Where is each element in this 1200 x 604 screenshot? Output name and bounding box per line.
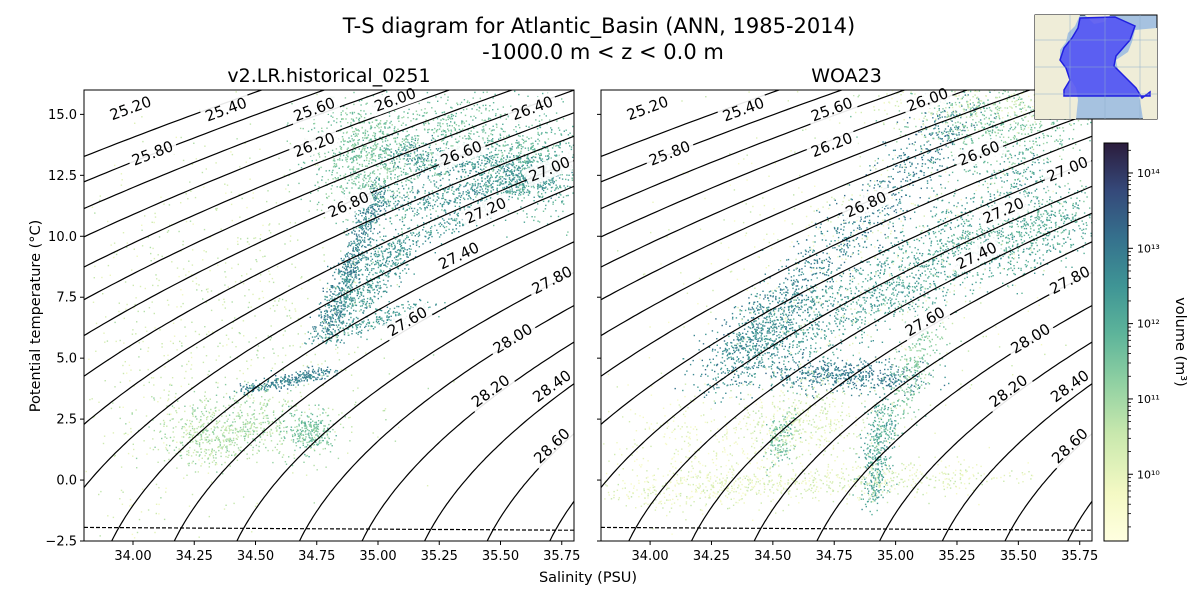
contour-label: 26.20 [291,129,338,161]
x-tick-label: 34.50 [754,549,791,564]
x-tick-label: 35.75 [543,549,580,564]
contour-label: 25.60 [291,94,338,126]
y-tick-label: 2.5 [56,413,77,428]
contour-label: 27.80 [529,262,575,298]
contour-label: 26.00 [904,84,951,115]
y-tick-label: 0.0 [56,474,77,489]
x-tick-label: 34.00 [631,549,668,564]
x-tick-label: 35.00 [877,549,914,564]
colorbar-tick-label: 10¹¹ [1137,393,1160,406]
volume-colorbar: 10¹⁰ 10¹¹ 10¹² 10¹³ 10¹⁴ volume (m³) [1104,143,1188,541]
right-ts-panel: 25.20 25.40 25.60 26.00 25.80 26.20 26.60 27.00… [0,26,1200,565]
density-contour-line [59,66,912,554]
contour-label: 28.60 [530,425,573,468]
colorbar-gradient [1104,143,1128,541]
x-tick-label: 35.25 [421,549,458,564]
y-tick-label: 15.0 [48,108,77,123]
x-tick-label: 34.00 [114,549,151,564]
y-tick-label: 10.0 [48,230,77,245]
contour-label: 25.40 [720,94,767,126]
colorbar-tick-label: 10¹⁰ [1137,468,1160,481]
density-contour-line [937,66,1200,554]
density-contour-line [372,66,1200,554]
y-tick-label: 12.5 [48,169,77,184]
y-tick-label: 5.0 [56,352,77,367]
density-contour-line [310,66,1163,554]
colorbar-label: volume (m³) [1172,297,1188,387]
y-tick-label: 7.5 [56,291,77,306]
contour-label: 27.20 [463,194,510,228]
x-tick-label: 35.50 [482,549,519,564]
y-tick-label: −2.5 [45,535,77,550]
x-tick-label: 34.25 [176,549,213,564]
contour-label: 26.20 [809,129,856,161]
x-axis-label: Salinity (PSU) [539,570,637,586]
contour-label: 28.20 [468,371,513,411]
atlantic-basin-map-icon [1035,15,1157,119]
figure-title-line1: T-S diagram for Atlantic_Basin (ANN, 198… [342,14,855,39]
contour-label: 27.80 [1047,262,1093,298]
contour-label: 28.00 [490,320,536,358]
density-contour-line [544,66,1200,554]
contour-label: 25.80 [129,137,176,169]
contour-label: 25.60 [809,94,856,126]
x-tick-label: 35.50 [1000,549,1037,564]
colorbar-tick-label: 10¹² [1137,318,1160,331]
contour-label: 25.20 [624,92,671,124]
contour-label: 27.00 [1044,153,1091,186]
ts-volume-cloud [25,59,664,598]
colorbar-tick-label: 10¹⁴ [1137,167,1160,180]
contour-label: 27.20 [980,194,1027,228]
x-tick-label: 34.25 [693,549,730,564]
x-tick-label: 35.25 [938,549,975,564]
x-tick-label: 34.75 [816,549,853,564]
panel-title: v2.LR.historical_0251 [227,65,430,87]
x-tick-label: 34.75 [298,549,335,564]
contour-label: 25.40 [203,94,250,126]
contour-label: 27.40 [436,238,482,273]
y-axis-label: Potential temperature (°C) [28,220,44,413]
freezing-point-line [601,527,1092,530]
contour-label: 28.20 [986,371,1031,411]
density-contour-line [0,66,582,554]
x-tick-label: 34.50 [237,549,274,564]
x-tick-label: 35.75 [1061,549,1098,564]
contour-label: 25.80 [646,137,693,169]
contour-label: 26.60 [956,137,1003,169]
figure-title-line2: -1000.0 m < z < 0.0 m [482,40,724,64]
contour-label: 26.40 [509,92,556,124]
colorbar-tick-label: 10¹³ [1137,242,1160,255]
freezing-point-line [84,527,574,530]
contour-label: 28.60 [1048,425,1092,468]
density-contour-line [1000,66,1200,554]
panel-title: WOA23 [811,65,882,87]
contour-label: 27.60 [902,303,948,340]
x-tick-label: 35.00 [359,549,396,564]
contour-label: 25.20 [107,92,154,124]
density-contour-line [419,66,1200,554]
contour-label: 28.00 [1008,320,1054,358]
colorbar-ticks: 10¹⁰ 10¹¹ 10¹² 10¹³ 10¹⁴ [1128,150,1160,527]
